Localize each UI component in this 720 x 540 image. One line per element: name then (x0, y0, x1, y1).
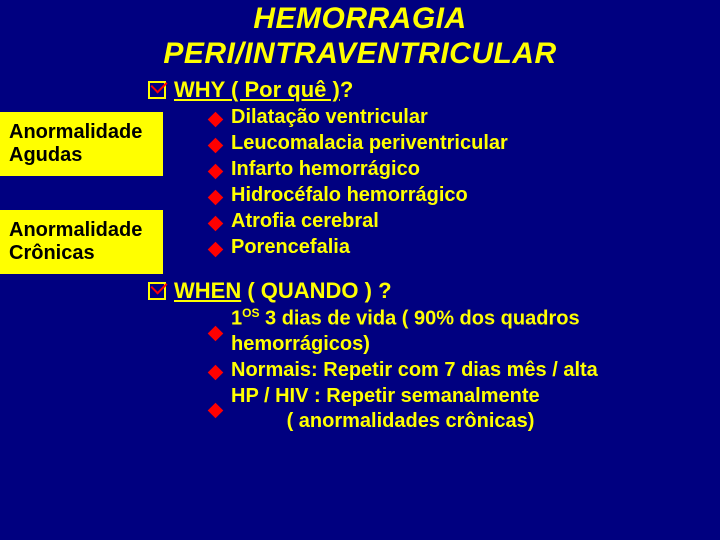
why-item-text: Porencefalia (231, 235, 350, 260)
annot1-line1: Anormalidade (9, 121, 142, 143)
why-item-3: Infarto hemorrágico (210, 157, 720, 182)
why-heading-row: WHY ( Por quê ) ? (148, 77, 720, 103)
diamond-icon (208, 403, 224, 419)
when-item-3-line2: ( anormalidades crônicas) (231, 410, 534, 432)
when-item-2-text: Normais: Repetir com 7 dias mês / alta (231, 358, 598, 383)
when-item-1-sup: OS (242, 306, 259, 320)
checkbox-icon (148, 282, 166, 300)
diamond-icon (208, 164, 224, 180)
when-item-1: 1OS 3 dias de vida ( 90% dos quadros hem… (210, 306, 720, 357)
why-item-1: Dilatação ventricular (210, 105, 720, 130)
when-label-p: ( QUANDO ) ? (241, 278, 391, 303)
why-label: WHY ( Por quê ) (174, 77, 340, 102)
when-item-3-line1: HP / HIV : Repetir semanalmente (231, 385, 540, 407)
why-item-text: Dilatação ventricular (231, 105, 428, 130)
diamond-icon (208, 364, 224, 380)
when-item-2: Normais: Repetir com 7 dias mês / alta (210, 358, 720, 383)
why-heading: WHY ( Por quê ) (174, 77, 340, 103)
when-item-3-text: HP / HIV : Repetir semanalmente ( anorma… (231, 384, 540, 434)
diamond-icon (208, 326, 224, 342)
why-item-6: Porencefalia (210, 235, 720, 260)
annotation-chronic-box: Anormalidade Crônicas (0, 210, 163, 274)
when-item-1-rest: 3 dias de vida ( 90% dos quadros (259, 308, 579, 330)
when-item-1-text: 1OS 3 dias de vida ( 90% dos quadros hem… (231, 306, 580, 357)
diamond-icon (208, 112, 224, 128)
when-heading-row: WHEN ( QUANDO ) ? (148, 278, 720, 304)
why-item-text: Hidrocéfalo hemorrágico (231, 183, 468, 208)
why-item-5: Atrofia cerebral (210, 209, 720, 234)
annot1-line2: Agudas (9, 144, 82, 166)
when-heading: WHEN ( QUANDO ) ? (174, 278, 392, 304)
why-bullets: Dilatação ventricular Leucomalacia periv… (210, 105, 720, 260)
when-label-u: WHEN (174, 278, 241, 303)
why-item-text: Infarto hemorrágico (231, 157, 420, 182)
when-bullets: 1OS 3 dias de vida ( 90% dos quadros hem… (210, 306, 720, 434)
diamond-icon (208, 242, 224, 258)
why-item-text: Atrofia cerebral (231, 209, 379, 234)
annotation-acute-box: Anormalidade Agudas (0, 112, 163, 176)
title-line2: PERI/INTRAVENTRICULAR (163, 37, 556, 70)
slide-title: HEMORRAGIA PERI/INTRAVENTRICULAR (0, 0, 720, 71)
when-section: WHEN ( QUANDO ) ? 1OS 3 dias de vida ( 9… (0, 278, 720, 434)
checkbox-icon (148, 81, 166, 99)
annot2-line2: Crônicas (9, 242, 95, 264)
diamond-icon (208, 138, 224, 154)
when-item-1-line2: hemorrágicos) (231, 333, 370, 355)
why-qmark: ? (340, 77, 353, 103)
title-line1: HEMORRAGIA (253, 2, 466, 35)
when-item-1-pre: 1 (231, 308, 242, 330)
diamond-icon (208, 216, 224, 232)
annot2-line1: Anormalidade (9, 219, 142, 241)
why-item-text: Leucomalacia periventricular (231, 131, 508, 156)
diamond-icon (208, 190, 224, 206)
when-item-3: HP / HIV : Repetir semanalmente ( anorma… (210, 384, 720, 434)
why-item-4: Hidrocéfalo hemorrágico (210, 183, 720, 208)
why-item-2: Leucomalacia periventricular (210, 131, 720, 156)
